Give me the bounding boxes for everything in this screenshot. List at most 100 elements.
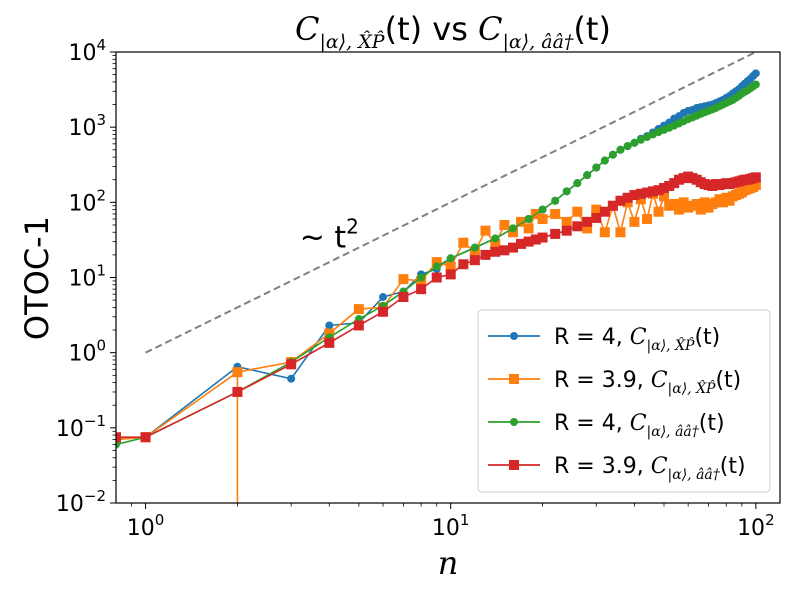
series-1-point — [635, 194, 646, 205]
series-1-point — [750, 180, 761, 191]
series-3-point — [537, 232, 548, 243]
axis-ticks: 100 101 102 10−2 10−1 100 101 102 103 104 — [56, 36, 775, 541]
series-2-point — [491, 234, 500, 243]
title-left-arg: (t) — [385, 10, 423, 48]
title-right-arg: (t) — [573, 10, 611, 48]
legend-label: R = 3.9, C|α⟩, X̂P̂(t) — [554, 368, 741, 397]
y-tick-label-4: 102 — [68, 186, 106, 216]
series-3-point — [140, 432, 151, 443]
legend-marker — [510, 332, 518, 340]
series-3-point — [469, 255, 480, 266]
title-right-symbol: C — [478, 10, 502, 48]
legend-label: R = 4, C|α⟩, X̂P̂(t) — [554, 325, 720, 354]
series-2-point — [551, 196, 560, 205]
svg-text:C|α⟩, X̂P̂(t) vs C|α⟩, ââ†(t): C|α⟩, X̂P̂(t) vs C|α⟩, ââ†(t) — [295, 10, 611, 53]
series-1-point — [699, 197, 710, 208]
series-3-point — [378, 306, 389, 317]
series-3-point — [629, 190, 640, 201]
series-3-point — [431, 272, 442, 283]
series-2-point — [432, 262, 441, 271]
series-3-point — [480, 249, 491, 260]
series-3-point — [516, 238, 527, 249]
power-law-annotation: ~ t2 — [300, 215, 359, 256]
series-3-point — [550, 228, 561, 239]
series-1-point — [642, 214, 653, 225]
series-layer — [116, 69, 761, 503]
series-3-point — [607, 200, 618, 211]
series-3-point — [398, 292, 409, 303]
series-2-point — [538, 205, 547, 214]
series-1-point — [691, 199, 702, 210]
series-2-point — [524, 215, 533, 224]
y-axis-label: OTOC-1 — [18, 216, 56, 340]
x-axis-label: n — [438, 544, 459, 582]
y-tick-label-6: 104 — [68, 36, 106, 66]
series-1-point — [523, 223, 534, 234]
reference-line — [145, 51, 757, 354]
series-3-point — [653, 185, 664, 196]
x-tick-label-2: 102 — [737, 511, 775, 541]
series-3-point — [658, 183, 669, 194]
legend-marker — [510, 418, 518, 426]
x-tick-label-0: 100 — [127, 511, 165, 541]
series-2-point — [751, 80, 760, 89]
y-tick-label-1: 10−1 — [56, 412, 106, 442]
legend-marker — [509, 374, 519, 384]
series-2-point — [600, 156, 609, 165]
series-1-point — [445, 261, 456, 272]
y-tick-label-5: 103 — [68, 111, 106, 141]
legend-entry-3: R = 3.9, C|α⟩, ââ†(t) — [488, 454, 746, 483]
series-1-point — [678, 197, 689, 208]
series-2-point — [592, 163, 601, 172]
series-1-point — [480, 225, 491, 236]
series-3-point — [232, 386, 243, 397]
series-1-point — [615, 227, 626, 238]
series-2-point — [446, 254, 455, 263]
series-3-point — [530, 234, 541, 245]
series-2-point — [573, 179, 582, 188]
series-3-point — [635, 188, 646, 199]
legend-label: R = 3.9, C|α⟩, ââ†(t) — [554, 454, 746, 483]
series-2-point — [562, 187, 571, 196]
series-1-point — [695, 204, 706, 215]
series-2-point — [623, 142, 632, 151]
annotation-exponent: 2 — [346, 215, 359, 239]
series-1-point — [469, 246, 480, 257]
title-left-symbol: C — [295, 10, 319, 48]
series-1-point — [653, 206, 664, 217]
legend-label: R = 4, C|α⟩, ââ†(t) — [554, 411, 725, 440]
series-1-point — [669, 199, 680, 210]
series-2-point — [116, 440, 120, 449]
y-tick-label-2: 100 — [68, 337, 106, 367]
series-3-point — [353, 320, 364, 331]
series-3-point — [324, 337, 335, 348]
series-1-point — [490, 238, 501, 249]
series-3-point — [647, 186, 658, 197]
series-1-point — [599, 227, 610, 238]
legend-entry-1: R = 3.9, C|α⟩, X̂P̂(t) — [488, 368, 741, 397]
series-1-point — [572, 206, 583, 217]
legend-box — [477, 309, 771, 493]
series-2-point — [608, 150, 617, 159]
series-1-point — [537, 214, 548, 225]
series-3-point — [499, 245, 510, 256]
series-3-point — [523, 236, 534, 247]
chart-title: C|α⟩, X̂P̂(t) vs C|α⟩, ââ†(t) — [295, 10, 611, 53]
annotation-text: ~ t — [300, 221, 347, 256]
series-3-point — [445, 269, 456, 280]
y-tick-label-3: 101 — [68, 262, 106, 292]
series-3-point — [116, 432, 121, 443]
series-1-point — [353, 304, 364, 315]
legend: R = 4, C|α⟩, X̂P̂(t) R = 3.9, C|α⟩, X̂P̂(… — [477, 309, 771, 493]
legend-marker — [509, 460, 519, 470]
series-3-point — [286, 359, 297, 370]
series-2-point — [616, 145, 625, 154]
legend-entry-2: R = 4, C|α⟩, ââ†(t) — [488, 411, 725, 440]
series-2-point — [508, 224, 517, 233]
series-1-point — [664, 200, 675, 211]
series-3-point — [582, 216, 593, 227]
series-3-point — [750, 172, 761, 183]
plot-frame — [115, 51, 781, 504]
series-0-point — [325, 321, 334, 330]
